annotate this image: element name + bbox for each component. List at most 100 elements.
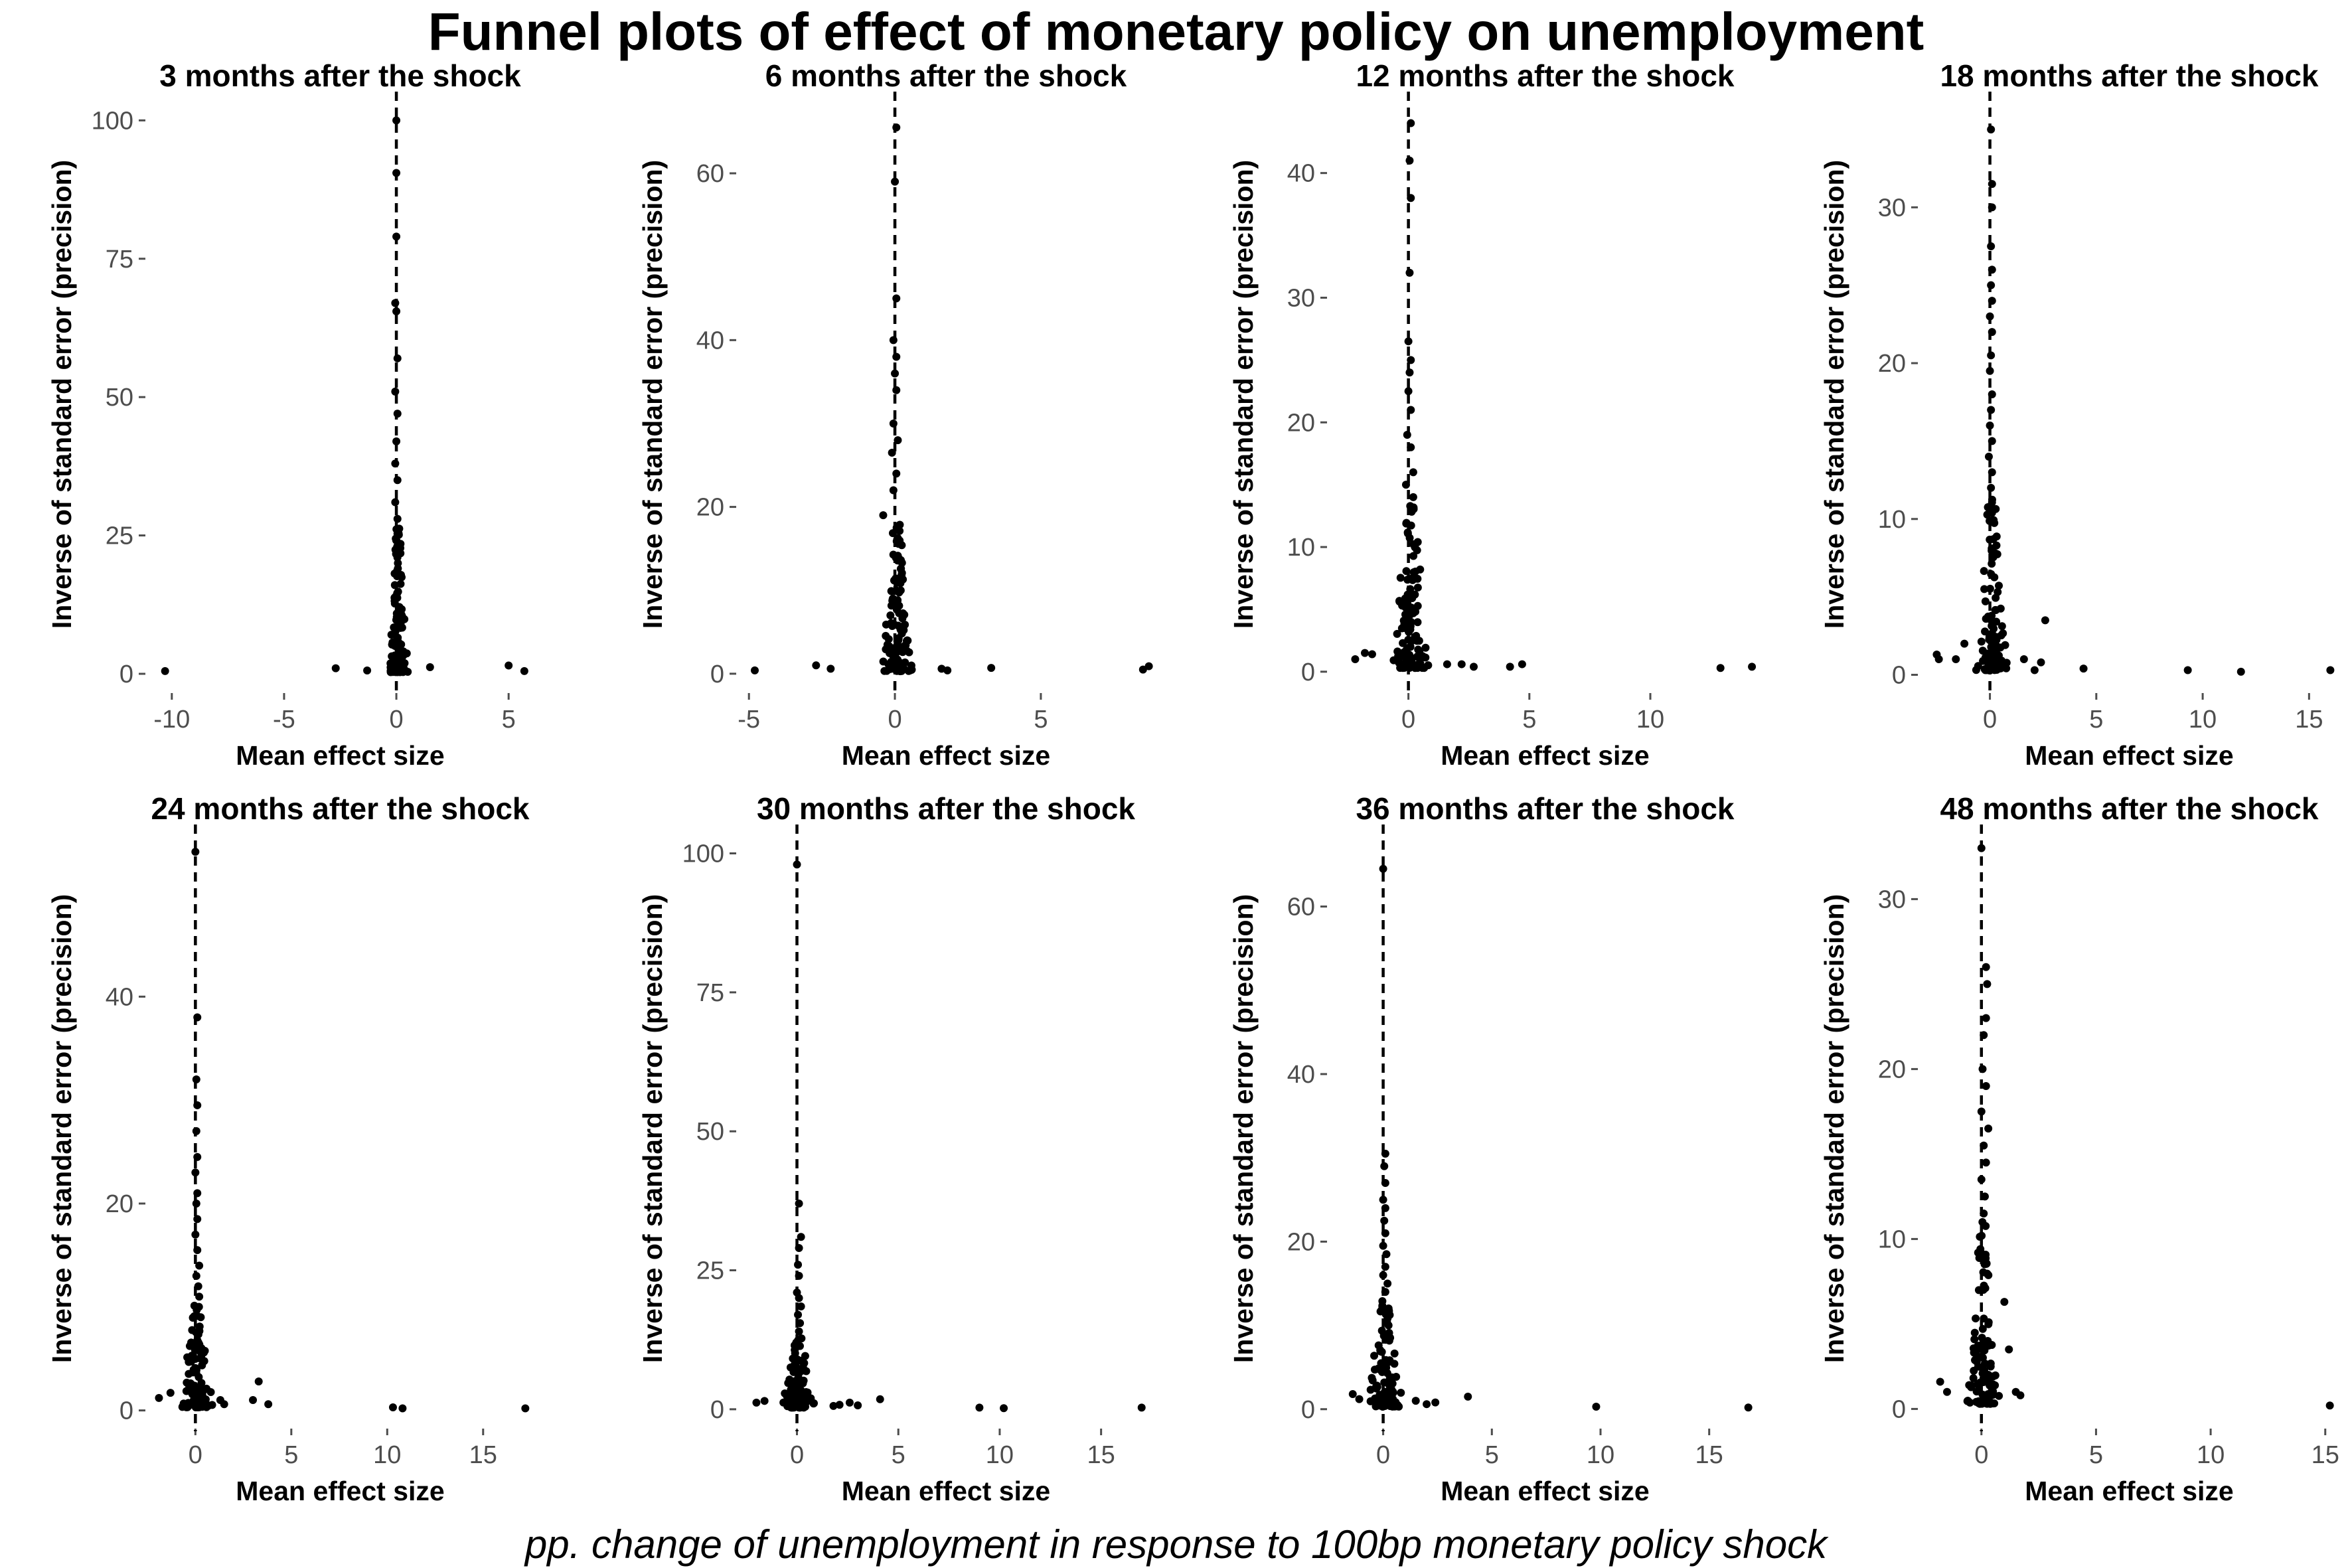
data-point [1405, 611, 1413, 620]
data-point [1411, 664, 1419, 672]
x-tick-label: 5 [1034, 706, 1048, 734]
y-tick-label: 0 [1892, 662, 1906, 690]
y-tick-label: 100 [92, 107, 133, 135]
data-point [795, 1200, 803, 1208]
data-point [1987, 281, 1996, 289]
data-point [390, 623, 398, 632]
x-tick-label: 15 [2295, 706, 2323, 734]
data-point [896, 579, 905, 588]
data-point [883, 641, 892, 649]
data-point [1716, 664, 1725, 672]
data-point [396, 580, 405, 588]
x-tick-label: 5 [1522, 706, 1536, 734]
y-tick-label: 20 [1287, 409, 1315, 437]
data-point [1379, 1241, 1387, 1250]
data-point [1973, 1380, 1982, 1389]
data-point [220, 1400, 228, 1409]
y-tick-label: 40 [1287, 160, 1315, 188]
x-tick-label: 15 [469, 1441, 497, 1469]
data-point [890, 576, 898, 585]
data-point [390, 651, 399, 660]
data-point [854, 1401, 862, 1410]
data-point [1994, 588, 2002, 596]
data-point [1372, 1384, 1381, 1393]
data-point [899, 660, 907, 668]
data-point [892, 294, 901, 303]
data-point [889, 336, 898, 345]
data-point [2030, 666, 2039, 674]
data-point [182, 1387, 191, 1395]
data-point [393, 476, 402, 485]
data-point [1981, 597, 1990, 605]
data-point [794, 1336, 803, 1344]
data-point [1443, 660, 1451, 668]
data-point [1409, 568, 1418, 576]
data-point [1351, 655, 1360, 664]
data-point [795, 1294, 803, 1302]
data-point [193, 1013, 202, 1022]
data-point [1379, 1332, 1388, 1340]
data-point [392, 613, 401, 621]
data-point [391, 387, 400, 396]
data-point [987, 664, 996, 672]
data-point [1370, 1352, 1379, 1360]
data-point [1965, 1381, 1974, 1389]
data-point [1401, 481, 1410, 489]
data-point [187, 1379, 195, 1387]
data-point [193, 1246, 202, 1255]
data-point [1986, 366, 1994, 375]
data-point [794, 1310, 803, 1319]
y-tick-label: 0 [1892, 1395, 1906, 1423]
y-axis-label: Inverse of standard error (precision) [1819, 160, 1849, 629]
data-point [188, 1326, 196, 1334]
data-point [797, 1401, 806, 1410]
data-point [1592, 1402, 1601, 1411]
y-axis-label: Inverse of standard error (precision) [46, 894, 77, 1363]
data-point [194, 1282, 202, 1291]
data-point [894, 436, 902, 445]
data-point [190, 1312, 198, 1320]
data-point [195, 1293, 204, 1301]
panel-title: 3 months after the shock [159, 58, 521, 93]
chart-caption: pp. change of unemployment in response t… [524, 1522, 1828, 1567]
y-tick-label: 75 [696, 979, 724, 1007]
data-point [194, 1400, 202, 1409]
data-point [1404, 337, 1413, 346]
data-point [1980, 1210, 1988, 1217]
data-point [1977, 1175, 1986, 1184]
data-point [1405, 268, 1414, 277]
data-point [1982, 1014, 1990, 1022]
panel-3: 12 months after the shock Mean effect siz… [1228, 58, 1757, 771]
data-point [1397, 660, 1405, 668]
data-point [1960, 639, 1969, 648]
data-point [2326, 666, 2335, 674]
data-point [190, 1301, 198, 1310]
x-axis-label: Mean effect size [842, 740, 1050, 771]
data-point [1986, 312, 1994, 321]
data-point [396, 619, 405, 628]
data-point [192, 1272, 200, 1281]
data-point [892, 586, 901, 595]
data-point [882, 666, 891, 675]
y-tick-label: 10 [1878, 506, 1906, 534]
data-point [1980, 1031, 1988, 1040]
data-point [388, 1403, 397, 1411]
data-point [1983, 510, 1992, 519]
data-points [1348, 864, 1753, 1412]
data-point [835, 1401, 844, 1409]
data-point [396, 540, 405, 548]
data-point [1403, 431, 1411, 439]
data-point [1979, 657, 1988, 665]
data-points [750, 123, 1153, 676]
data-point [888, 529, 897, 538]
data-point [1992, 617, 2001, 626]
data-point [426, 663, 434, 671]
data-point [1407, 194, 1415, 202]
data-point [392, 116, 401, 125]
data-point [898, 569, 906, 578]
data-point [1464, 1392, 1472, 1401]
data-point [1988, 437, 1996, 445]
data-point [1390, 1349, 1399, 1358]
panel-title: 12 months after the shock [1356, 58, 1734, 93]
data-point [896, 520, 904, 529]
